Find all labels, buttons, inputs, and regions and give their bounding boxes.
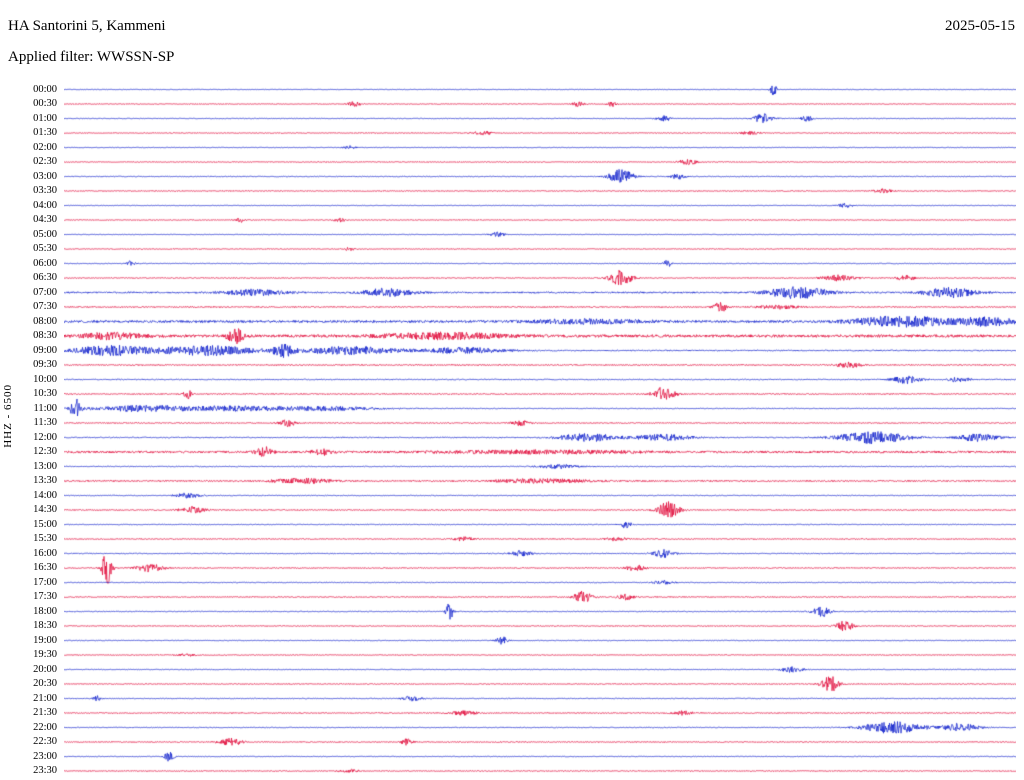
time-tick-label: 11:30: [33, 417, 57, 428]
time-tick-label: 22:30: [33, 736, 57, 747]
time-tick-label: 07:30: [33, 301, 57, 312]
time-tick-label: 21:00: [33, 692, 57, 704]
time-tick-label: 20:00: [33, 663, 57, 675]
time-tick-label: 16:30: [33, 562, 57, 573]
record-date: 2025-05-15: [945, 18, 1015, 34]
time-tick-label: 09:30: [33, 359, 57, 370]
time-tick-label: 05:00: [33, 228, 57, 240]
time-tick-label: 04:00: [33, 199, 57, 211]
time-tick-label: 02:00: [33, 141, 57, 153]
time-tick-label: 01:30: [33, 127, 57, 138]
time-tick-label: 11:00: [33, 402, 57, 414]
time-tick-label: 12:00: [33, 431, 57, 443]
time-tick-label: 10:30: [33, 388, 57, 399]
time-tick-label: 06:00: [33, 257, 57, 269]
time-tick-label: 04:30: [33, 214, 57, 225]
time-tick-label: 21:30: [33, 707, 57, 718]
time-tick-label: 14:30: [33, 504, 57, 515]
time-tick-label: 13:30: [33, 475, 57, 486]
time-tick-label: 12:30: [33, 446, 57, 457]
time-tick-label: 19:00: [33, 634, 57, 646]
time-tick-label: 05:30: [33, 243, 57, 254]
station-title: HA Santorini 5, Kammeni: [8, 18, 166, 34]
time-tick-label: 06:30: [33, 272, 57, 283]
time-tick-label: 03:30: [33, 185, 57, 196]
time-tick-label: 03:00: [33, 170, 57, 182]
time-tick-label: 22:00: [33, 721, 57, 733]
time-axis: 00:00 00:30 01:00 01:30 02:00 02:30 03:00 03:30…: [0, 0, 60, 780]
time-tick-label: 14:00: [33, 489, 57, 501]
time-tick-label: 19:30: [33, 649, 57, 660]
time-tick-label: 08:30: [33, 330, 57, 341]
time-tick-label: 23:00: [33, 750, 57, 762]
seismogram-plot: [64, 82, 1016, 780]
time-tick-label: 02:30: [33, 156, 57, 167]
time-tick-label: 01:00: [33, 112, 57, 124]
time-tick-label: 17:30: [33, 591, 57, 602]
time-tick-label: 07:00: [33, 286, 57, 298]
time-tick-label: 16:00: [33, 547, 57, 559]
time-tick-label: 18:00: [33, 605, 57, 617]
time-tick-label: 00:00: [33, 83, 57, 95]
time-tick-label: 08:00: [33, 315, 57, 327]
time-tick-label: 09:00: [33, 344, 57, 356]
filter-label: Applied filter: WWSSN-SP: [8, 49, 175, 65]
time-tick-label: 20:30: [33, 678, 57, 689]
time-tick-label: 00:30: [33, 98, 57, 109]
time-tick-label: 10:00: [33, 373, 57, 385]
time-tick-label: 15:00: [33, 518, 57, 530]
time-tick-label: 13:00: [33, 460, 57, 472]
time-tick-label: 23:30: [33, 765, 57, 776]
time-tick-label: 18:30: [33, 620, 57, 631]
time-tick-label: 15:30: [33, 533, 57, 544]
time-tick-label: 17:00: [33, 576, 57, 588]
